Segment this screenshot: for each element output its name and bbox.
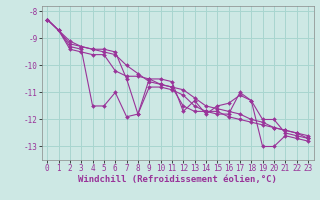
X-axis label: Windchill (Refroidissement éolien,°C): Windchill (Refroidissement éolien,°C) xyxy=(78,175,277,184)
